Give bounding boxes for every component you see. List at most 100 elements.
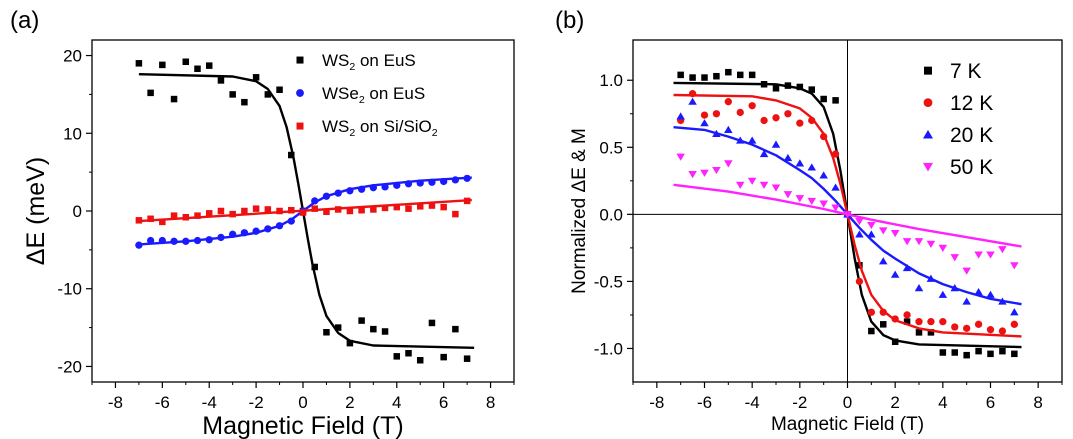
data-point: [158, 236, 166, 245]
data-point: [135, 60, 143, 67]
data-point: [358, 206, 365, 214]
legend-marker: [923, 162, 933, 172]
data-point: [975, 347, 982, 355]
x-axis-label: Magnetic Field (T): [771, 414, 924, 435]
data-point: [381, 328, 389, 335]
data-point: [855, 230, 864, 238]
data-point: [831, 150, 840, 158]
data-point: [229, 91, 236, 98]
data-point: [428, 202, 436, 209]
data-point: [783, 191, 793, 199]
data-point: [938, 244, 948, 252]
data-point: [241, 98, 248, 106]
data-point: [205, 62, 213, 69]
data-point: [405, 205, 412, 212]
data-point: [311, 205, 318, 212]
y-tick-label: -20: [57, 357, 82, 376]
data-point: [880, 321, 887, 328]
data-point: [713, 72, 720, 80]
y-tick-label: -10: [57, 280, 82, 299]
series-20-k: [673, 97, 1022, 316]
data-point: [974, 251, 983, 259]
data-point: [311, 197, 319, 205]
data-point: [264, 225, 272, 233]
data-point: [759, 181, 769, 189]
data-point: [987, 350, 994, 358]
data-point: [170, 237, 178, 245]
data-point: [867, 230, 876, 238]
data-point: [217, 207, 225, 215]
chart-b: -8 -6 -4 -2 0 2 4 6 8 -1.0 -0.5 0.0 0.5 1.0 Magnetic F…: [569, 39, 1063, 435]
y-tick-label: 0: [73, 202, 82, 221]
data-point: [962, 297, 971, 305]
data-point: [288, 206, 295, 214]
data-point: [712, 110, 721, 118]
data-point: [381, 204, 389, 212]
x-tick-label: -4: [745, 393, 760, 412]
data-point: [370, 325, 377, 333]
data-point: [334, 189, 342, 197]
data-point: [440, 353, 447, 361]
data-point: [276, 207, 283, 215]
data-point: [170, 95, 178, 103]
data-point: [240, 229, 249, 237]
x-tick-label: 2: [345, 393, 354, 412]
data-point: [299, 209, 307, 216]
data-point: [440, 203, 447, 211]
data-point: [170, 212, 178, 219]
data-point: [867, 308, 875, 316]
data-point: [381, 183, 389, 191]
data-point: [748, 102, 756, 110]
data-point: [902, 263, 912, 272]
data-point: [135, 241, 143, 249]
data-point: [819, 200, 828, 208]
panel-label-a: (a): [10, 7, 39, 34]
y-tick-label: -1.0: [594, 339, 623, 358]
y-tick-label: -0.5: [594, 272, 623, 291]
data-point: [357, 185, 366, 193]
data-point: [855, 277, 864, 286]
y-axis-label: ΔE (meV): [22, 157, 50, 265]
data-point: [463, 197, 471, 205]
legend-marker: [296, 56, 304, 64]
data-point: [676, 112, 685, 120]
x-tick-label: 0: [298, 393, 307, 412]
data-point: [747, 136, 757, 144]
x-tick-label: -6: [697, 393, 712, 412]
data-point: [712, 129, 721, 137]
data-point: [760, 116, 768, 125]
data-point: [843, 211, 852, 219]
legend-label: 20 K: [950, 124, 993, 147]
data-point: [275, 222, 284, 230]
legend-label: WS2 on EuS: [322, 51, 416, 73]
data-point: [404, 180, 413, 188]
data-point: [914, 284, 924, 292]
x-tick-label: 6: [986, 393, 995, 412]
data-point: [428, 319, 436, 327]
data-point: [700, 119, 709, 127]
data-point: [760, 81, 768, 88]
y-axis-label: Normalized ΔE & M: [569, 128, 590, 294]
data-point: [229, 210, 236, 218]
x-tick-label: -2: [792, 393, 807, 412]
data-point: [938, 290, 948, 298]
data-point: [182, 213, 190, 221]
data-point: [974, 288, 983, 296]
data-point: [1010, 262, 1019, 270]
y-tick-label: 10: [63, 124, 82, 143]
data-point: [440, 177, 448, 186]
data-point: [701, 74, 708, 81]
x-tick-label: -8: [649, 393, 664, 412]
data-point: [784, 110, 792, 118]
data-point: [217, 233, 225, 242]
data-point: [998, 246, 1007, 254]
data-point: [1011, 350, 1018, 358]
data-point: [451, 176, 460, 184]
data-point: [903, 311, 911, 319]
data-point: [724, 125, 733, 133]
data-point: [855, 217, 864, 226]
data-point: [891, 338, 899, 346]
data-point: [416, 179, 424, 187]
x-tick-label: 0: [843, 393, 852, 412]
